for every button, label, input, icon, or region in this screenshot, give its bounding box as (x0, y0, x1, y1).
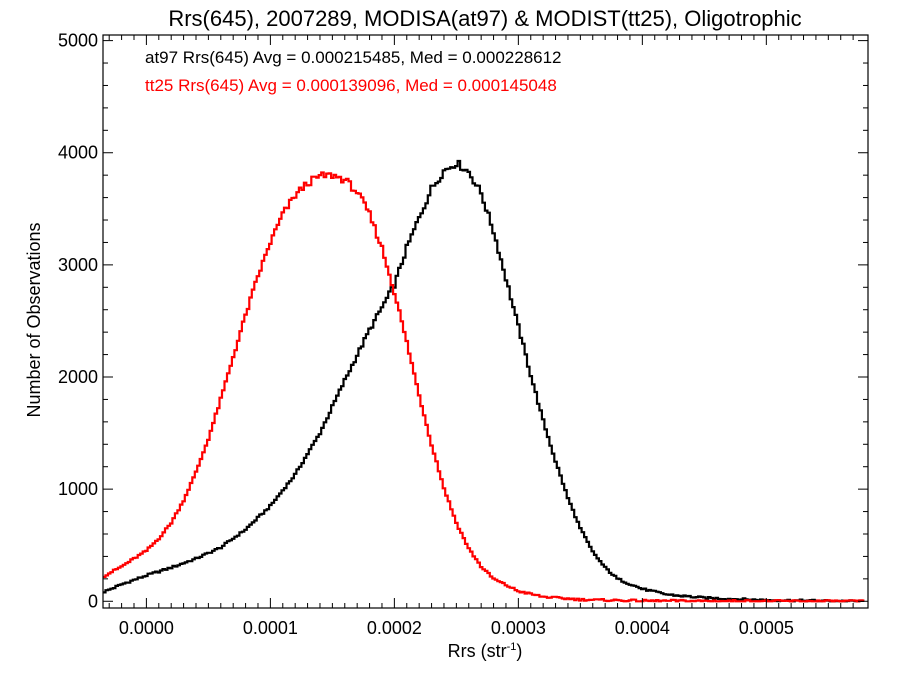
x-tick-label: 0.0004 (615, 618, 670, 638)
plot-frame (102, 34, 869, 609)
plot-layer (103, 159, 865, 603)
y-tick-label: 5000 (58, 31, 98, 51)
chart-title: Rrs(645), 2007289, MODISA(at97) & MODIST… (168, 6, 801, 31)
annotation-at97: at97 Rrs(645) Avg = 0.000215485, Med = 0… (145, 48, 562, 67)
histogram-series-1 (103, 171, 865, 603)
axes-layer: 0.0000 0.0001 0.0002 0.0003 0.0004 0.0005 0 100… (58, 31, 869, 638)
x-axis-label-main: Rrs (str (448, 641, 507, 661)
annotation-tt25: tt25 Rrs(645) Avg = 0.000139096, Med = 0… (145, 76, 557, 95)
x-axis-label-end: ) (516, 641, 522, 661)
x-tick-label: 0.0000 (119, 618, 174, 638)
x-tick-label: 0.0005 (739, 618, 794, 638)
y-tick-label: 0 (88, 591, 98, 611)
y-axis-label: Number of Observations (24, 222, 44, 417)
y-tick-label: 2000 (58, 367, 98, 387)
x-axis-label-superscript: -1 (507, 641, 517, 653)
x-axis-label: Rrs (str-1) (448, 641, 523, 661)
x-tick-label: 0.0003 (491, 618, 546, 638)
x-tick-label: 0.0001 (243, 618, 298, 638)
histogram-series-0 (103, 159, 865, 603)
x-tick-label: 0.0002 (367, 618, 422, 638)
y-tick-label: 4000 (58, 143, 98, 163)
y-tick-label: 3000 (58, 255, 98, 275)
y-tick-label: 1000 (58, 479, 98, 499)
